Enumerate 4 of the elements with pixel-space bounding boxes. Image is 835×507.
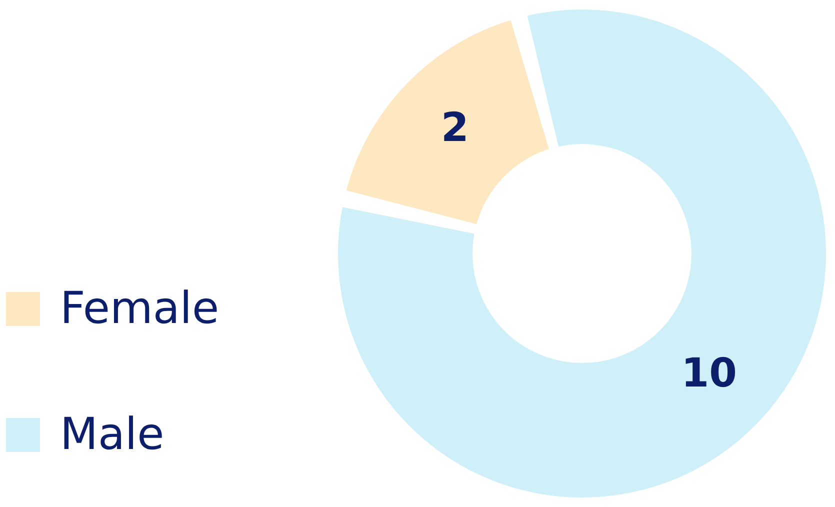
legend-label: Male [60, 409, 164, 460]
data-label: 10 [681, 350, 737, 397]
data-label: 2 [440, 105, 469, 152]
legend-label: Female [60, 283, 220, 334]
